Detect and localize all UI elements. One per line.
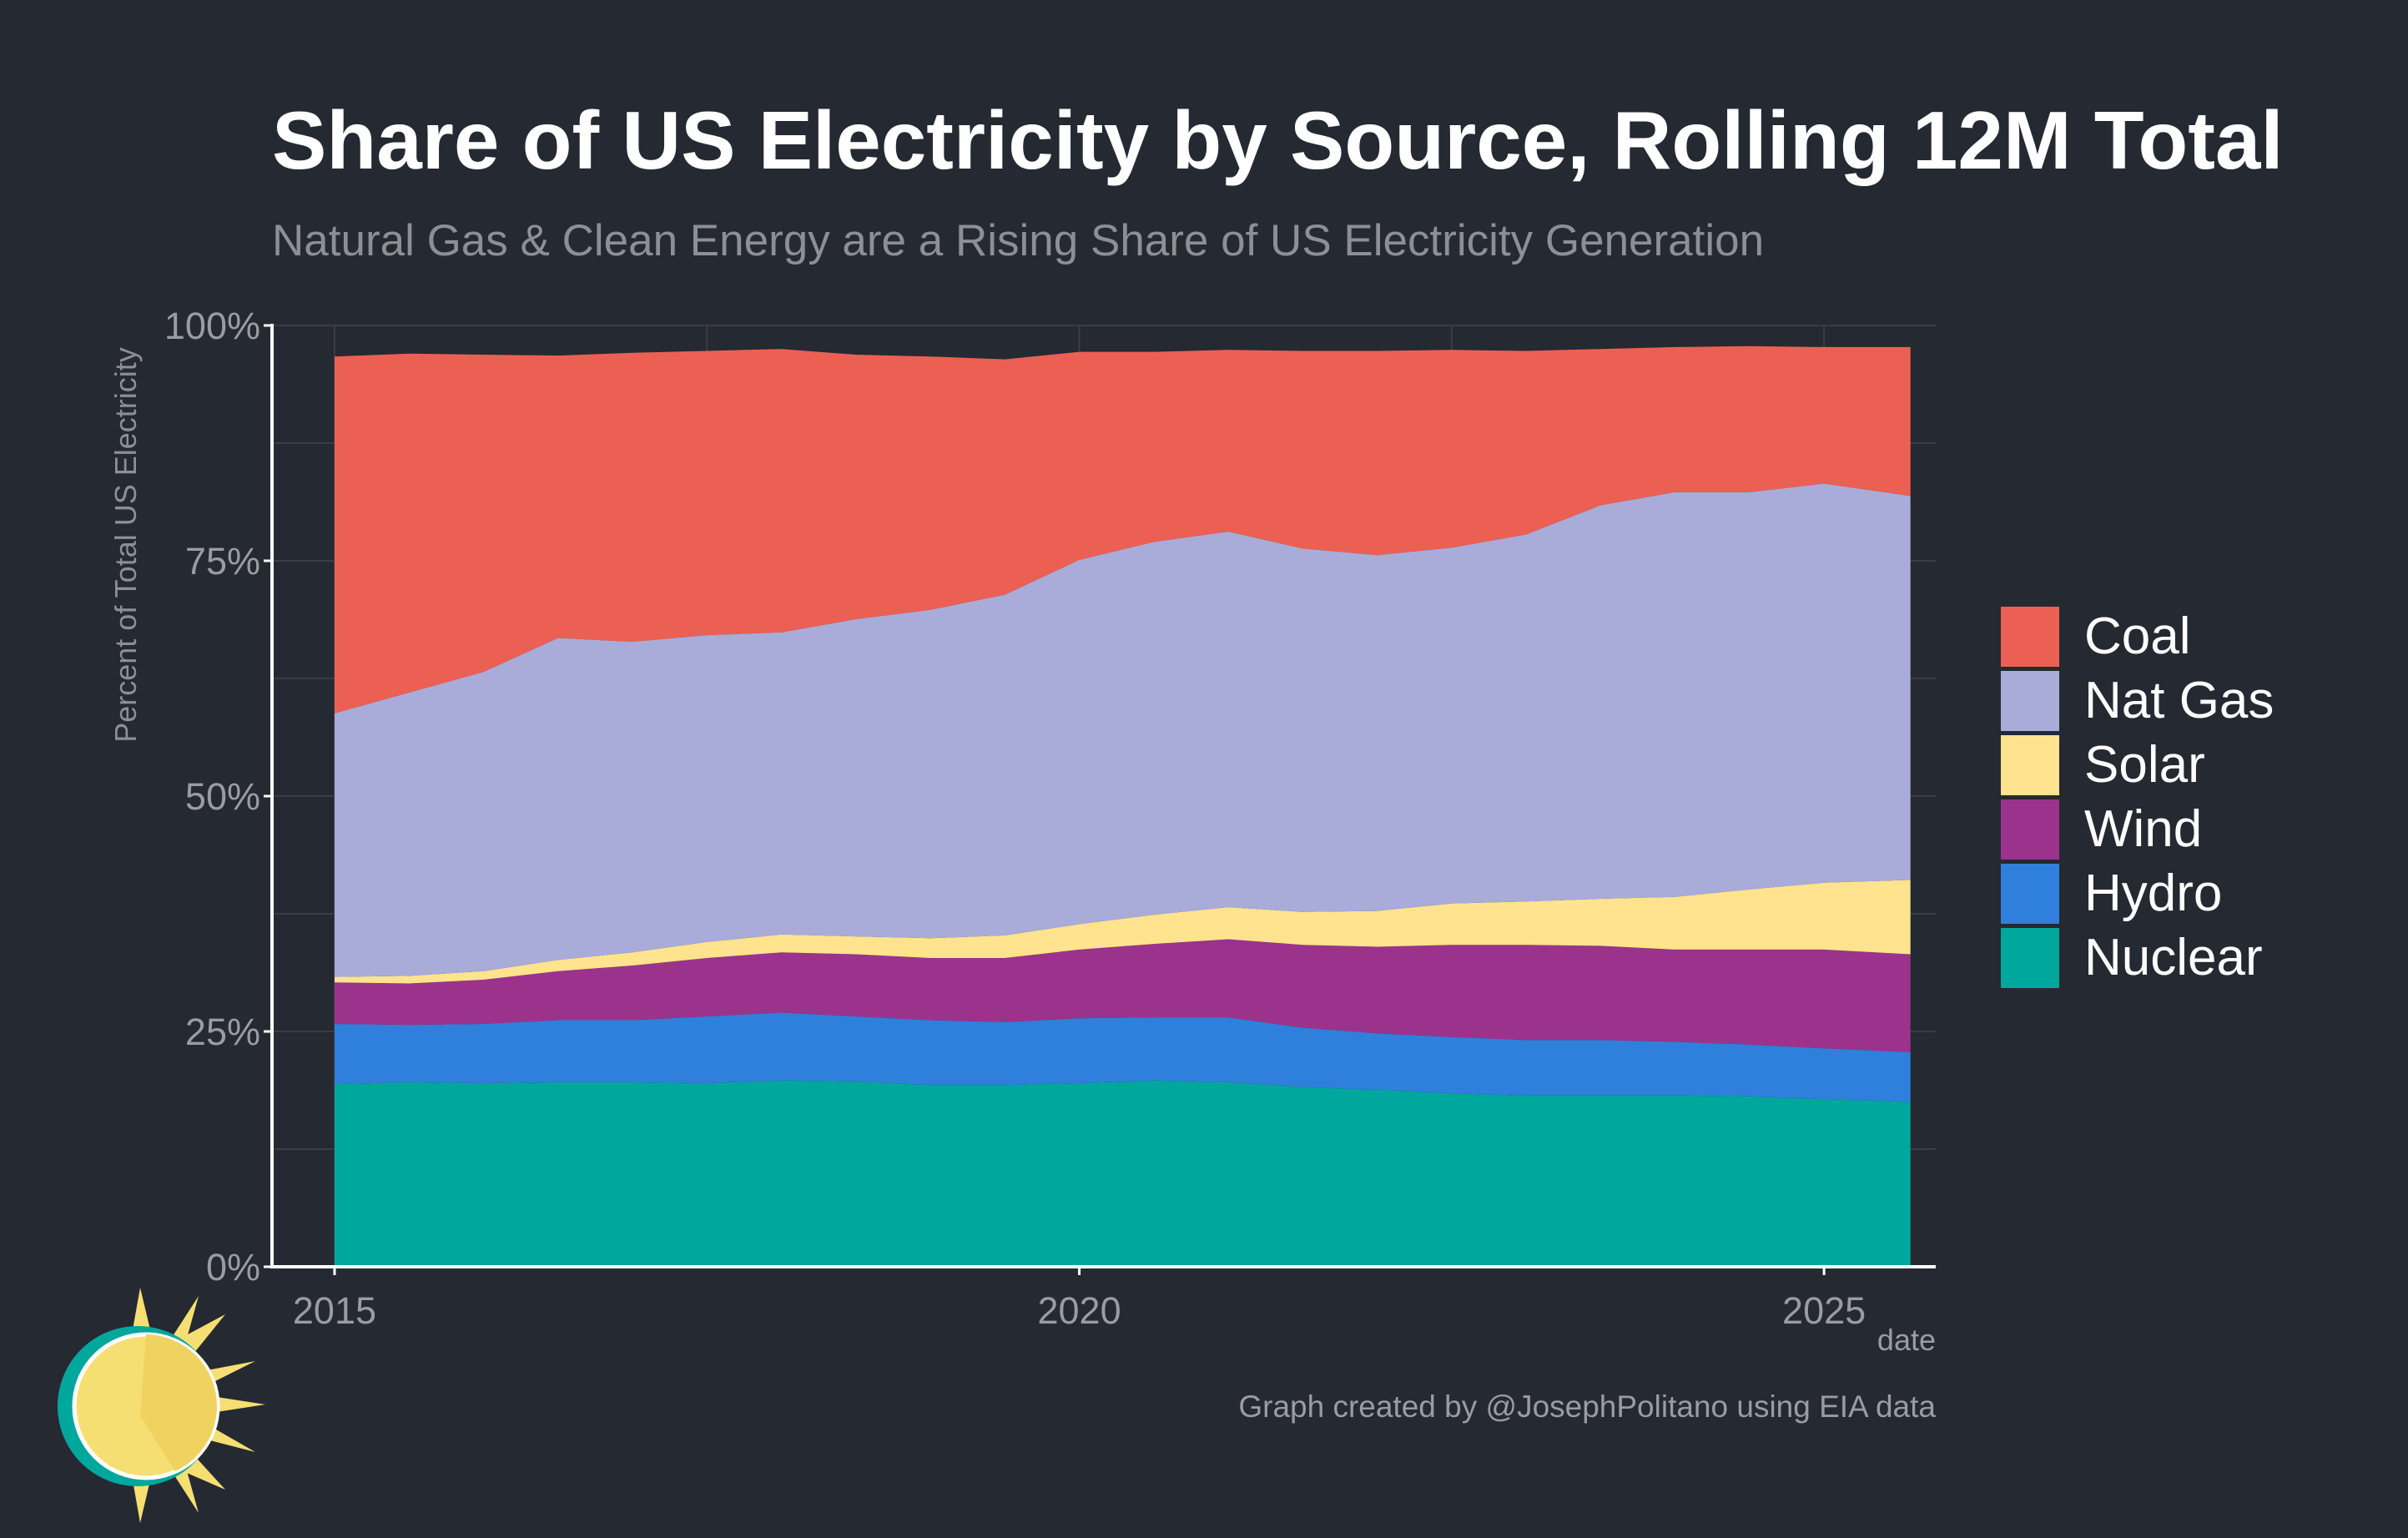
legend-item-hydro: Hydro [2001, 861, 2274, 925]
legend-label: Solar [2084, 736, 2205, 794]
y-tick-label: 25% [185, 1011, 260, 1053]
chart-subtitle: Natural Gas & Clean Energy are a Rising … [272, 216, 1765, 265]
x-tick-label: 2025 [1782, 1289, 1866, 1332]
legend-item-nat-gas: Nat Gas [2001, 668, 2274, 733]
y-tick-label: 0% [206, 1246, 260, 1288]
legend-swatch [2001, 606, 2059, 667]
legend-item-coal: Coal [2001, 604, 2274, 668]
area-nat-gas [335, 483, 1911, 977]
legend-item-solar: Solar [2001, 733, 2274, 797]
y-tick-label: 75% [185, 540, 260, 582]
legend-label: Nuclear [2084, 929, 2263, 986]
area-series [335, 345, 1911, 1267]
legend-swatch [2001, 799, 2059, 860]
area-coal [335, 345, 1911, 714]
area-nuclear [335, 1080, 1911, 1267]
chart-title: Share of US Electricity by Source, Rolli… [272, 94, 2284, 186]
y-axis-label: Percent of Total US Electricity [108, 347, 143, 743]
legend-label: Wind [2084, 800, 2203, 858]
x-tick-label: 2020 [1037, 1289, 1121, 1332]
sun-logo-icon [58, 1288, 265, 1523]
x-tick-label: 2015 [293, 1289, 376, 1332]
legend-item-wind: Wind [2001, 797, 2274, 861]
x-axis-label: date [1877, 1323, 1936, 1357]
chart-legend: Coal Nat Gas Solar Wind Hydro Nuclear [2001, 604, 2274, 990]
legend-label: Nat Gas [2084, 672, 2275, 729]
area-wind [335, 939, 1911, 1052]
source-caption: Graph created by @JosephPolitano using E… [1238, 1389, 1936, 1424]
legend-swatch [2001, 927, 2059, 988]
legend-swatch [2001, 863, 2059, 924]
y-tick-label: 50% [185, 775, 260, 818]
area-hydro [335, 1012, 1911, 1102]
legend-swatch [2001, 670, 2059, 731]
area-solar [335, 880, 1911, 984]
legend-item-nuclear: Nuclear [2001, 925, 2274, 990]
tick-labels: 0% 25% 50% 75% 100% 2015 2020 2025 [164, 305, 1866, 1332]
y-tick-label: 100% [164, 305, 260, 347]
legend-swatch [2001, 734, 2059, 795]
legend-label: Hydro [2084, 865, 2223, 922]
legend-label: Coal [2084, 608, 2191, 665]
